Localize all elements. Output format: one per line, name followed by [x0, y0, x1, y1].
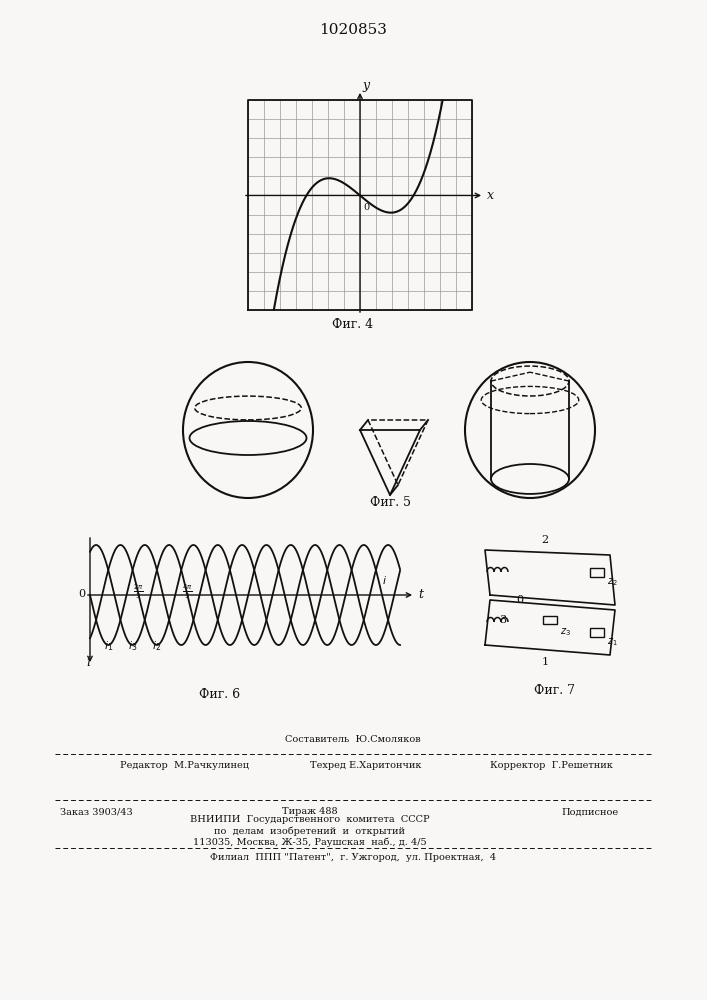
Text: по  делам  изобретений  и  открытий: по делам изобретений и открытий — [214, 826, 406, 836]
Text: $i_2$: $i_2$ — [152, 639, 161, 653]
Text: 3: 3 — [499, 615, 506, 625]
Text: $z_2$: $z_2$ — [607, 576, 618, 588]
Text: 0: 0 — [516, 595, 524, 605]
Text: Корректор  Г.Решетник: Корректор Г.Решетник — [490, 760, 613, 770]
Text: 1: 1 — [542, 657, 549, 667]
Text: $z_3$: $z_3$ — [560, 626, 571, 638]
Text: Тираж 488: Тираж 488 — [282, 808, 338, 816]
Text: $i_3$: $i_3$ — [128, 639, 137, 653]
Bar — [543, 616, 557, 624]
Text: t: t — [418, 588, 423, 601]
Text: Заказ 3903/43: Заказ 3903/43 — [60, 808, 133, 816]
Text: Фиг. 5: Фиг. 5 — [370, 495, 411, 508]
Bar — [590, 568, 604, 576]
Text: Фиг. 4: Фиг. 4 — [332, 318, 373, 332]
Text: Техред Е.Харитончик: Техред Е.Харитончик — [310, 760, 421, 770]
Text: $\frac{2\pi}{3}$: $\frac{2\pi}{3}$ — [134, 583, 144, 601]
Text: Составитель  Ю.Смоляков: Составитель Ю.Смоляков — [285, 736, 421, 744]
Text: 1020853: 1020853 — [319, 23, 387, 37]
Text: $\frac{4\pi}{3}$: $\frac{4\pi}{3}$ — [182, 583, 192, 601]
Text: ВНИИПИ  Государственного  комитета  СССР: ВНИИПИ Государственного комитета СССР — [190, 816, 430, 824]
Text: Фиг. 6: Фиг. 6 — [199, 688, 240, 702]
Text: Фиг. 7: Фиг. 7 — [534, 684, 575, 696]
Text: i: i — [86, 656, 90, 669]
Text: 2: 2 — [542, 535, 549, 545]
Text: Подписное: Подписное — [561, 808, 619, 816]
Text: $i$: $i$ — [382, 574, 387, 586]
Text: 0: 0 — [78, 589, 85, 599]
Text: 113035, Москва, Ж-35, Раушская  наб., д. 4/5: 113035, Москва, Ж-35, Раушская наб., д. … — [193, 837, 427, 847]
Text: x: x — [487, 189, 494, 202]
Text: 0: 0 — [363, 203, 369, 212]
Bar — [590, 628, 604, 637]
Text: $z_1$: $z_1$ — [607, 636, 618, 648]
Text: Филиал  ППП "Патент",  г. Ужгород,  ул. Проектная,  4: Филиал ППП "Патент", г. Ужгород, ул. Про… — [210, 852, 496, 861]
Text: $i_1$: $i_1$ — [104, 639, 113, 653]
Text: y: y — [362, 80, 369, 93]
Text: Редактор  М.Рачкулинец: Редактор М.Рачкулинец — [120, 760, 249, 770]
